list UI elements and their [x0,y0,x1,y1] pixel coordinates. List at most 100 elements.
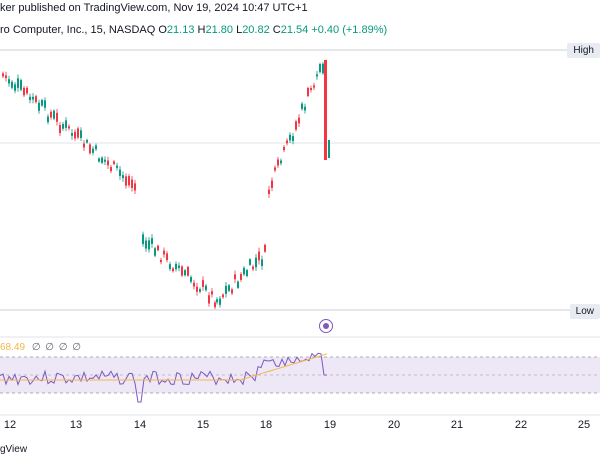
candle-body [166,253,168,261]
open-label: O [158,24,167,36]
candle-body [113,161,115,165]
xaxis-label: 25 [577,419,591,431]
candle-body [119,169,121,176]
candle-body [157,245,159,251]
candle-body [219,298,221,305]
candle-body [298,117,300,124]
candle-body [47,116,49,123]
candle-body [116,165,118,168]
candle-body [14,84,16,91]
xaxis-label: 15 [196,419,210,431]
candle-body [234,274,236,280]
candle-body [313,85,315,88]
candle-body [110,167,112,172]
candle-body [148,240,150,250]
candle-body [268,189,270,195]
candle-body [310,88,312,91]
candle-body [128,176,130,186]
candle-body [32,96,34,100]
candle-body [29,96,31,101]
candle-body [134,183,136,191]
candle-body [202,280,204,287]
candle-body [252,266,254,270]
candle-body [163,250,165,255]
candle-body [271,180,273,188]
rsi-value: 68.49 [0,342,26,353]
candle-body [181,266,183,276]
xaxis-label: 19 [323,419,337,431]
candle-body [214,302,216,308]
candle-body [255,257,257,268]
candle-body [205,285,207,291]
candle-body [17,78,19,88]
candle-body [246,270,248,277]
candle-body [289,134,291,141]
high-value: 21.80 [205,24,233,36]
time-axis[interactable]: 12 13 14 15 18 19 20 21 22 25 [0,415,600,435]
rsi-extra-values: ∅ ∅ ∅ ∅ [31,342,82,353]
candle-body [319,64,321,73]
footer-brand: gView [0,444,28,455]
low-level-tag: Low [569,304,600,319]
close-label: C [272,24,281,36]
candle-body [131,179,133,188]
open-value: 21.13 [166,24,195,36]
candle-body [211,291,213,295]
candle-body [5,75,7,79]
candle-body [228,285,230,291]
candle-body [190,277,192,282]
candle-body [249,259,251,265]
candle-body [193,282,195,287]
candle-body [231,289,233,294]
candle-body [184,270,186,276]
candle-body [292,136,294,142]
candle-body [322,63,324,74]
candle-body [151,238,153,244]
candle-body [172,268,174,272]
candle-body [178,265,180,269]
candle-body [187,266,189,276]
candle-body [2,73,4,77]
candle-body [56,112,58,122]
candles-group [2,60,330,310]
candle-body [41,99,43,106]
candle-body [11,81,13,88]
candle-body [199,289,201,292]
candle-body [107,160,109,166]
candle-body [237,281,239,288]
candle-body [65,120,67,128]
candle-body [68,126,70,129]
candle-body [328,140,330,158]
candle-body [160,259,162,263]
candle-body [59,125,61,134]
xaxis-label: 21 [450,419,464,431]
xaxis-label: 12 [3,419,17,431]
candle-body [225,285,227,294]
rsi-line [0,352,327,403]
candle-body [264,244,266,252]
candle-body [86,139,88,143]
low-label: L [236,24,243,36]
candle-body [20,80,22,90]
candle-body [83,143,85,148]
candle-body [316,74,318,77]
xaxis-label: 14 [133,419,147,431]
published-header: ker published on TradingView.com, Nov 19… [0,2,308,14]
candle-body [98,158,100,162]
candle-body [208,295,210,304]
candle-body [261,259,263,266]
candle-body [307,87,309,97]
candle-body [280,160,282,164]
candle-body [26,87,28,94]
candle-body [216,299,218,303]
candle-body [92,148,94,153]
xaxis-label: 20 [387,419,401,431]
candle-body [71,133,73,136]
event-marker-dot [323,323,329,329]
rsi-ma-line [0,353,328,381]
candle-body [324,60,327,160]
candle-body [44,100,46,108]
candle-body [286,140,288,144]
event-marker-icon[interactable] [319,319,333,333]
